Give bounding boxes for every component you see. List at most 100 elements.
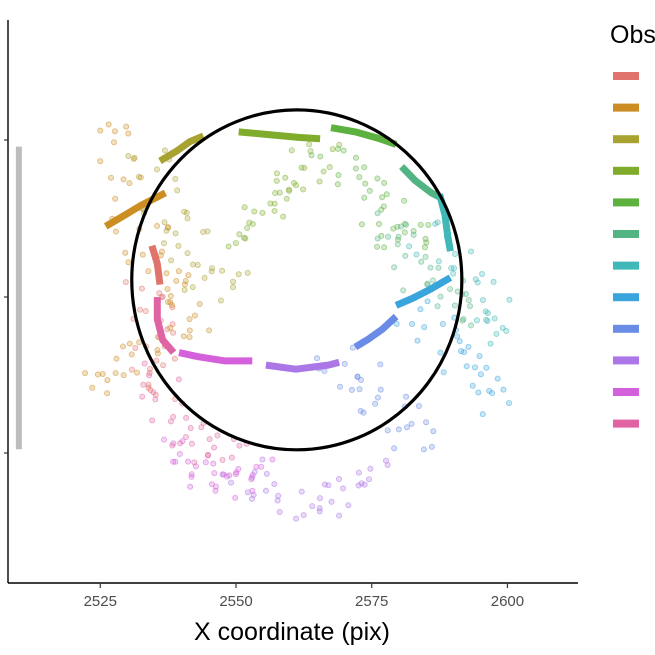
- scatter-point: [140, 381, 147, 388]
- scatter-point: [379, 194, 386, 201]
- scatter-point: [380, 203, 387, 210]
- scatter-point: [248, 495, 255, 502]
- scatter-point: [450, 270, 457, 277]
- track-11: [178, 349, 253, 365]
- scatter-point: [408, 420, 415, 427]
- axes: 2525 2550 2575 2600: [4, 20, 578, 610]
- scatter-point: [136, 306, 143, 313]
- scatter-point: [128, 351, 135, 358]
- scatter-point: [157, 252, 164, 259]
- track-4: [238, 128, 321, 143]
- scatter-point: [131, 154, 138, 161]
- scatter-point: [229, 284, 236, 291]
- scatter-point: [439, 320, 446, 327]
- scatter-point: [153, 166, 160, 173]
- x-tick-label-2600: 2600: [491, 593, 524, 610]
- scatter-point: [152, 396, 159, 403]
- scatter-point: [358, 480, 365, 487]
- scatter-point: [145, 268, 152, 275]
- fitted-circle: [130, 108, 464, 452]
- scatter-point: [164, 298, 171, 305]
- scatter-point: [105, 121, 112, 128]
- scatter-point: [500, 386, 507, 393]
- scatter-point: [465, 297, 472, 304]
- legend-key-12: [613, 419, 639, 428]
- scatter-point: [242, 235, 249, 242]
- scatter-point: [120, 372, 127, 379]
- scatter-point: [475, 389, 482, 396]
- scatter-point: [232, 471, 239, 478]
- scatter-point: [348, 386, 355, 393]
- scatter-point: [374, 175, 381, 182]
- scatter-point: [111, 128, 118, 135]
- scatter-point: [200, 229, 207, 236]
- scatter-point: [317, 153, 324, 160]
- scatter-point: [308, 152, 315, 159]
- scatter-point: [421, 324, 428, 331]
- scatter-point: [167, 293, 174, 300]
- scatter-point: [434, 303, 441, 310]
- scatter-point: [425, 221, 432, 228]
- scatter-point: [374, 210, 381, 217]
- scatter-point: [210, 460, 217, 467]
- scatter-point: [465, 343, 472, 350]
- scatter-point: [177, 440, 184, 447]
- track-1: [148, 244, 164, 286]
- scatter-point: [293, 182, 300, 189]
- scatter-point: [235, 466, 242, 473]
- scatter-point: [385, 233, 392, 240]
- scatter-point: [484, 309, 491, 316]
- scatter-point: [424, 298, 431, 305]
- track-lines: [103, 124, 454, 373]
- scatter-point: [394, 241, 401, 248]
- scatter-point: [219, 267, 226, 274]
- scatter-point: [183, 434, 190, 441]
- scatter-point: [377, 386, 384, 393]
- scatter-point: [451, 302, 458, 309]
- scatter-point: [382, 457, 389, 464]
- scatter-point: [406, 243, 413, 250]
- circle-outline: [130, 108, 464, 452]
- scatter-point: [120, 176, 127, 183]
- scatter-point: [274, 497, 281, 504]
- scatter-point: [168, 257, 175, 264]
- scatter-point: [189, 284, 196, 291]
- scatter-point: [160, 362, 167, 369]
- scatter-point: [120, 343, 127, 350]
- x-tick-label-2575: 2575: [355, 593, 388, 610]
- scatter-point: [430, 428, 437, 435]
- scatter-point: [174, 187, 181, 194]
- scatter-point: [418, 258, 425, 265]
- scatter-point: [206, 436, 213, 443]
- scatter-point: [334, 181, 341, 188]
- scatter-point: [164, 285, 171, 292]
- scatter-point: [163, 227, 170, 234]
- scatter-point: [491, 315, 498, 322]
- legend-key-1: [613, 72, 639, 80]
- scatter-point: [374, 243, 381, 250]
- scatter-point: [361, 194, 368, 201]
- scatter-point: [150, 389, 157, 396]
- scatter-point: [395, 426, 402, 433]
- scatter-point: [146, 372, 153, 379]
- scatter-point: [476, 353, 483, 360]
- scatter-point: [356, 174, 363, 181]
- scatter-point: [372, 400, 379, 407]
- scatter-point: [480, 297, 487, 304]
- scatter-point: [167, 418, 174, 425]
- scatter-point: [393, 320, 400, 327]
- scatter-point: [168, 302, 175, 309]
- scatter-point: [328, 498, 335, 505]
- scatter-point: [164, 326, 171, 333]
- scatter-point: [104, 390, 111, 397]
- scatter-point: [153, 357, 160, 364]
- scatter-point: [460, 316, 467, 323]
- scatter-point: [477, 371, 484, 378]
- scatter-point: [403, 424, 410, 431]
- scatter-point: [487, 340, 494, 347]
- scatter-point: [175, 268, 182, 275]
- scatter-point: [125, 259, 132, 266]
- scatter-point: [241, 204, 248, 211]
- scatter-point: [398, 223, 405, 230]
- scatter-point: [401, 197, 408, 204]
